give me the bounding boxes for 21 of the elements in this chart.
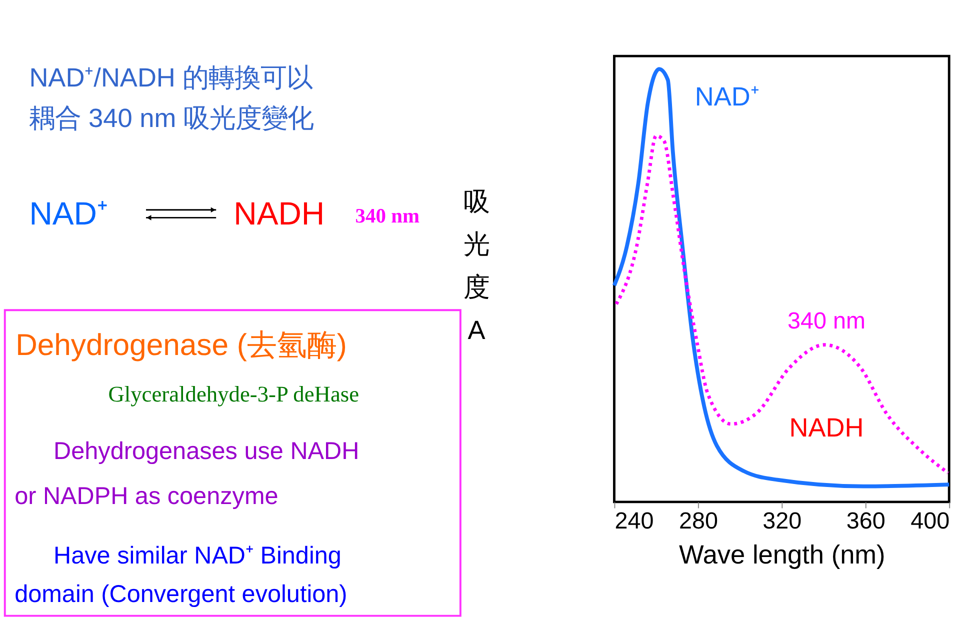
text: Dehydrogenase (去氫酶) <box>16 328 347 362</box>
text: Dehydrogenases use NADH <box>54 438 360 466</box>
x-tick-label: 400 <box>910 508 950 534</box>
x-tick-label: 240 <box>614 508 654 534</box>
text: NADH <box>234 195 325 232</box>
annotation: 340 nm <box>787 308 866 334</box>
text: NAD⁺/NADH 的轉換可以 <box>29 62 313 92</box>
x-tick-label: 320 <box>762 508 802 534</box>
y-axis-title: 吸光度 A <box>464 186 490 345</box>
x-tick-label: 360 <box>846 508 886 534</box>
x-axis-title: Wave length (nm) <box>679 540 886 570</box>
text: domain (Convergent evolution) <box>14 581 348 608</box>
text: NAD⁺ <box>29 195 108 232</box>
text: Glyceraldehyde-3-P deHase <box>108 382 360 407</box>
text: or NADPH as coenzyme <box>14 482 278 510</box>
text: 耦合 340 nm 吸光度變化 <box>29 103 314 134</box>
text: Have similar NAD⁺ Binding <box>54 542 342 570</box>
x-tick-label: 280 <box>678 508 718 534</box>
series-label: NADH <box>789 412 864 443</box>
text: 340 nm <box>355 206 420 228</box>
series-label: NAD⁺ <box>694 82 760 112</box>
